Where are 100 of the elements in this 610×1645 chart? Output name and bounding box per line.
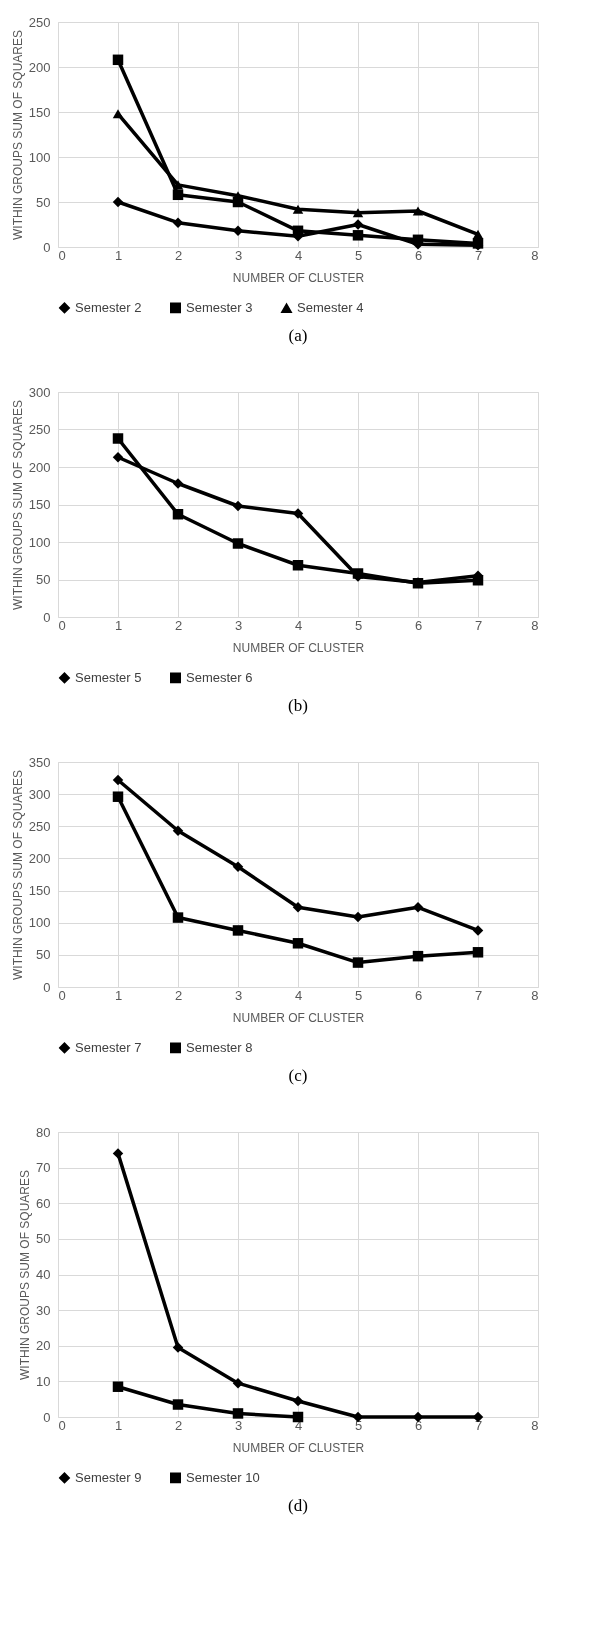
y-axis-title: WITHIN GROUPS SUM OF SQUARES: [10, 399, 25, 611]
y-tick-label: 20: [36, 1338, 51, 1354]
point: [292, 508, 304, 519]
x-axis-title: NUMBER OF CLUSTER: [232, 640, 365, 655]
point: [172, 180, 184, 190]
point: [112, 433, 124, 444]
x-tick-label: 4: [294, 987, 303, 1003]
x-tick-label: 7: [474, 617, 483, 633]
point: [232, 925, 244, 936]
legend-label: Semester 4: [297, 300, 364, 316]
x-tick-label: 8: [531, 617, 539, 633]
y-tick-label: 100: [28, 915, 51, 931]
point: [352, 208, 364, 218]
x-tick-label: 0: [58, 1417, 66, 1433]
y-tick-label: 10: [36, 1373, 51, 1389]
point: [172, 189, 184, 201]
y-axis-title: WITHIN GROUPS SUM OF SQUARES: [18, 1169, 33, 1381]
point: [232, 538, 244, 549]
point: [112, 452, 124, 463]
x-tick-label: 8: [531, 247, 539, 263]
point: [172, 478, 184, 489]
y-tick-label: 250: [28, 818, 51, 834]
legend-label: Semester 8: [186, 1039, 253, 1055]
legend-label: Semester 6: [186, 669, 253, 685]
x-tick-label: 7: [474, 987, 483, 1003]
point: [292, 1395, 304, 1407]
point: [412, 950, 424, 962]
x-tick-label: 2: [174, 247, 183, 263]
y-tick-label: 50: [36, 947, 51, 963]
point: [112, 1148, 124, 1159]
point: [412, 206, 424, 216]
x-tick-label: 2: [174, 987, 183, 1003]
point: [172, 217, 184, 228]
y-tick-label: 200: [28, 459, 51, 475]
x-tick-label: 7: [474, 1417, 483, 1433]
point: [472, 925, 484, 936]
legend-label: Semester 10: [186, 1469, 260, 1485]
point: [112, 791, 124, 802]
y-tick-label: 150: [28, 497, 51, 512]
x-tick-label: 4: [294, 617, 303, 633]
point: [172, 1399, 184, 1410]
point: [232, 861, 244, 873]
legend-label: Semester 9: [75, 1469, 142, 1485]
point: [412, 902, 424, 913]
x-tick-label: 6: [414, 987, 423, 1003]
y-tick-label: 250: [28, 422, 51, 437]
x-tick-label: 6: [414, 617, 423, 633]
y-tick-label: 50: [36, 1231, 51, 1247]
x-tick-label: 7: [474, 247, 483, 263]
point: [472, 947, 484, 958]
y-axis-title: WITHIN GROUPS SUM OF SQUARES: [10, 29, 25, 241]
x-axis-title: NUMBER OF CLUSTER: [232, 270, 365, 285]
y-tick-label: 200: [28, 59, 51, 75]
x-tick-label: 5: [354, 1417, 363, 1433]
x-tick-label: 0: [58, 617, 66, 633]
x-tick-label: 6: [414, 247, 423, 263]
x-tick-label: 0: [58, 247, 66, 263]
y-tick-label: 150: [28, 104, 51, 120]
point: [112, 196, 124, 208]
y-tick-label: 200: [28, 850, 51, 866]
point: [172, 825, 184, 837]
text: (d): [288, 1496, 308, 1515]
point: [112, 109, 124, 119]
x-tick-label: 0: [58, 987, 66, 1003]
x-tick-label: 2: [174, 1417, 183, 1433]
x-tick-label: 3: [234, 247, 243, 263]
x-tick-label: 5: [354, 987, 363, 1003]
x-tick-label: 8: [531, 987, 539, 1003]
x-tick-label: 3: [234, 1417, 243, 1433]
y-tick-label: 250: [28, 14, 51, 30]
x-tick-label: 3: [234, 617, 243, 633]
point: [232, 1377, 244, 1389]
point: [412, 234, 424, 246]
y-tick-label: 40: [36, 1267, 51, 1282]
point: [112, 1381, 124, 1392]
text: (b): [288, 696, 308, 715]
text: (c): [288, 1066, 308, 1085]
point: [352, 219, 364, 230]
point: [352, 230, 364, 241]
y-tick-label: 100: [28, 534, 51, 550]
x-axis-title: NUMBER OF CLUSTER: [232, 1440, 365, 1455]
text: (a): [288, 326, 308, 345]
point: [112, 774, 124, 786]
legend-label: Semester 5: [75, 669, 142, 685]
x-tick-label: 2: [174, 617, 183, 633]
y-tick-label: 150: [28, 883, 51, 899]
y-tick-label: 60: [36, 1195, 51, 1211]
y-axis-title: WITHIN GROUPS SUM OF SQUARES: [10, 769, 25, 981]
point: [352, 911, 364, 923]
point: [172, 912, 184, 923]
x-tick-label: 4: [294, 247, 303, 263]
point: [292, 938, 304, 949]
x-tick-label: 5: [354, 617, 363, 633]
point: [232, 500, 244, 512]
x-tick-label: 6: [414, 1417, 423, 1433]
x-tick-label: 1: [114, 617, 123, 633]
y-tick-label: 50: [36, 194, 51, 210]
y-tick-label: 300: [28, 384, 51, 400]
point: [352, 957, 364, 968]
y-tick-label: 30: [36, 1302, 51, 1318]
